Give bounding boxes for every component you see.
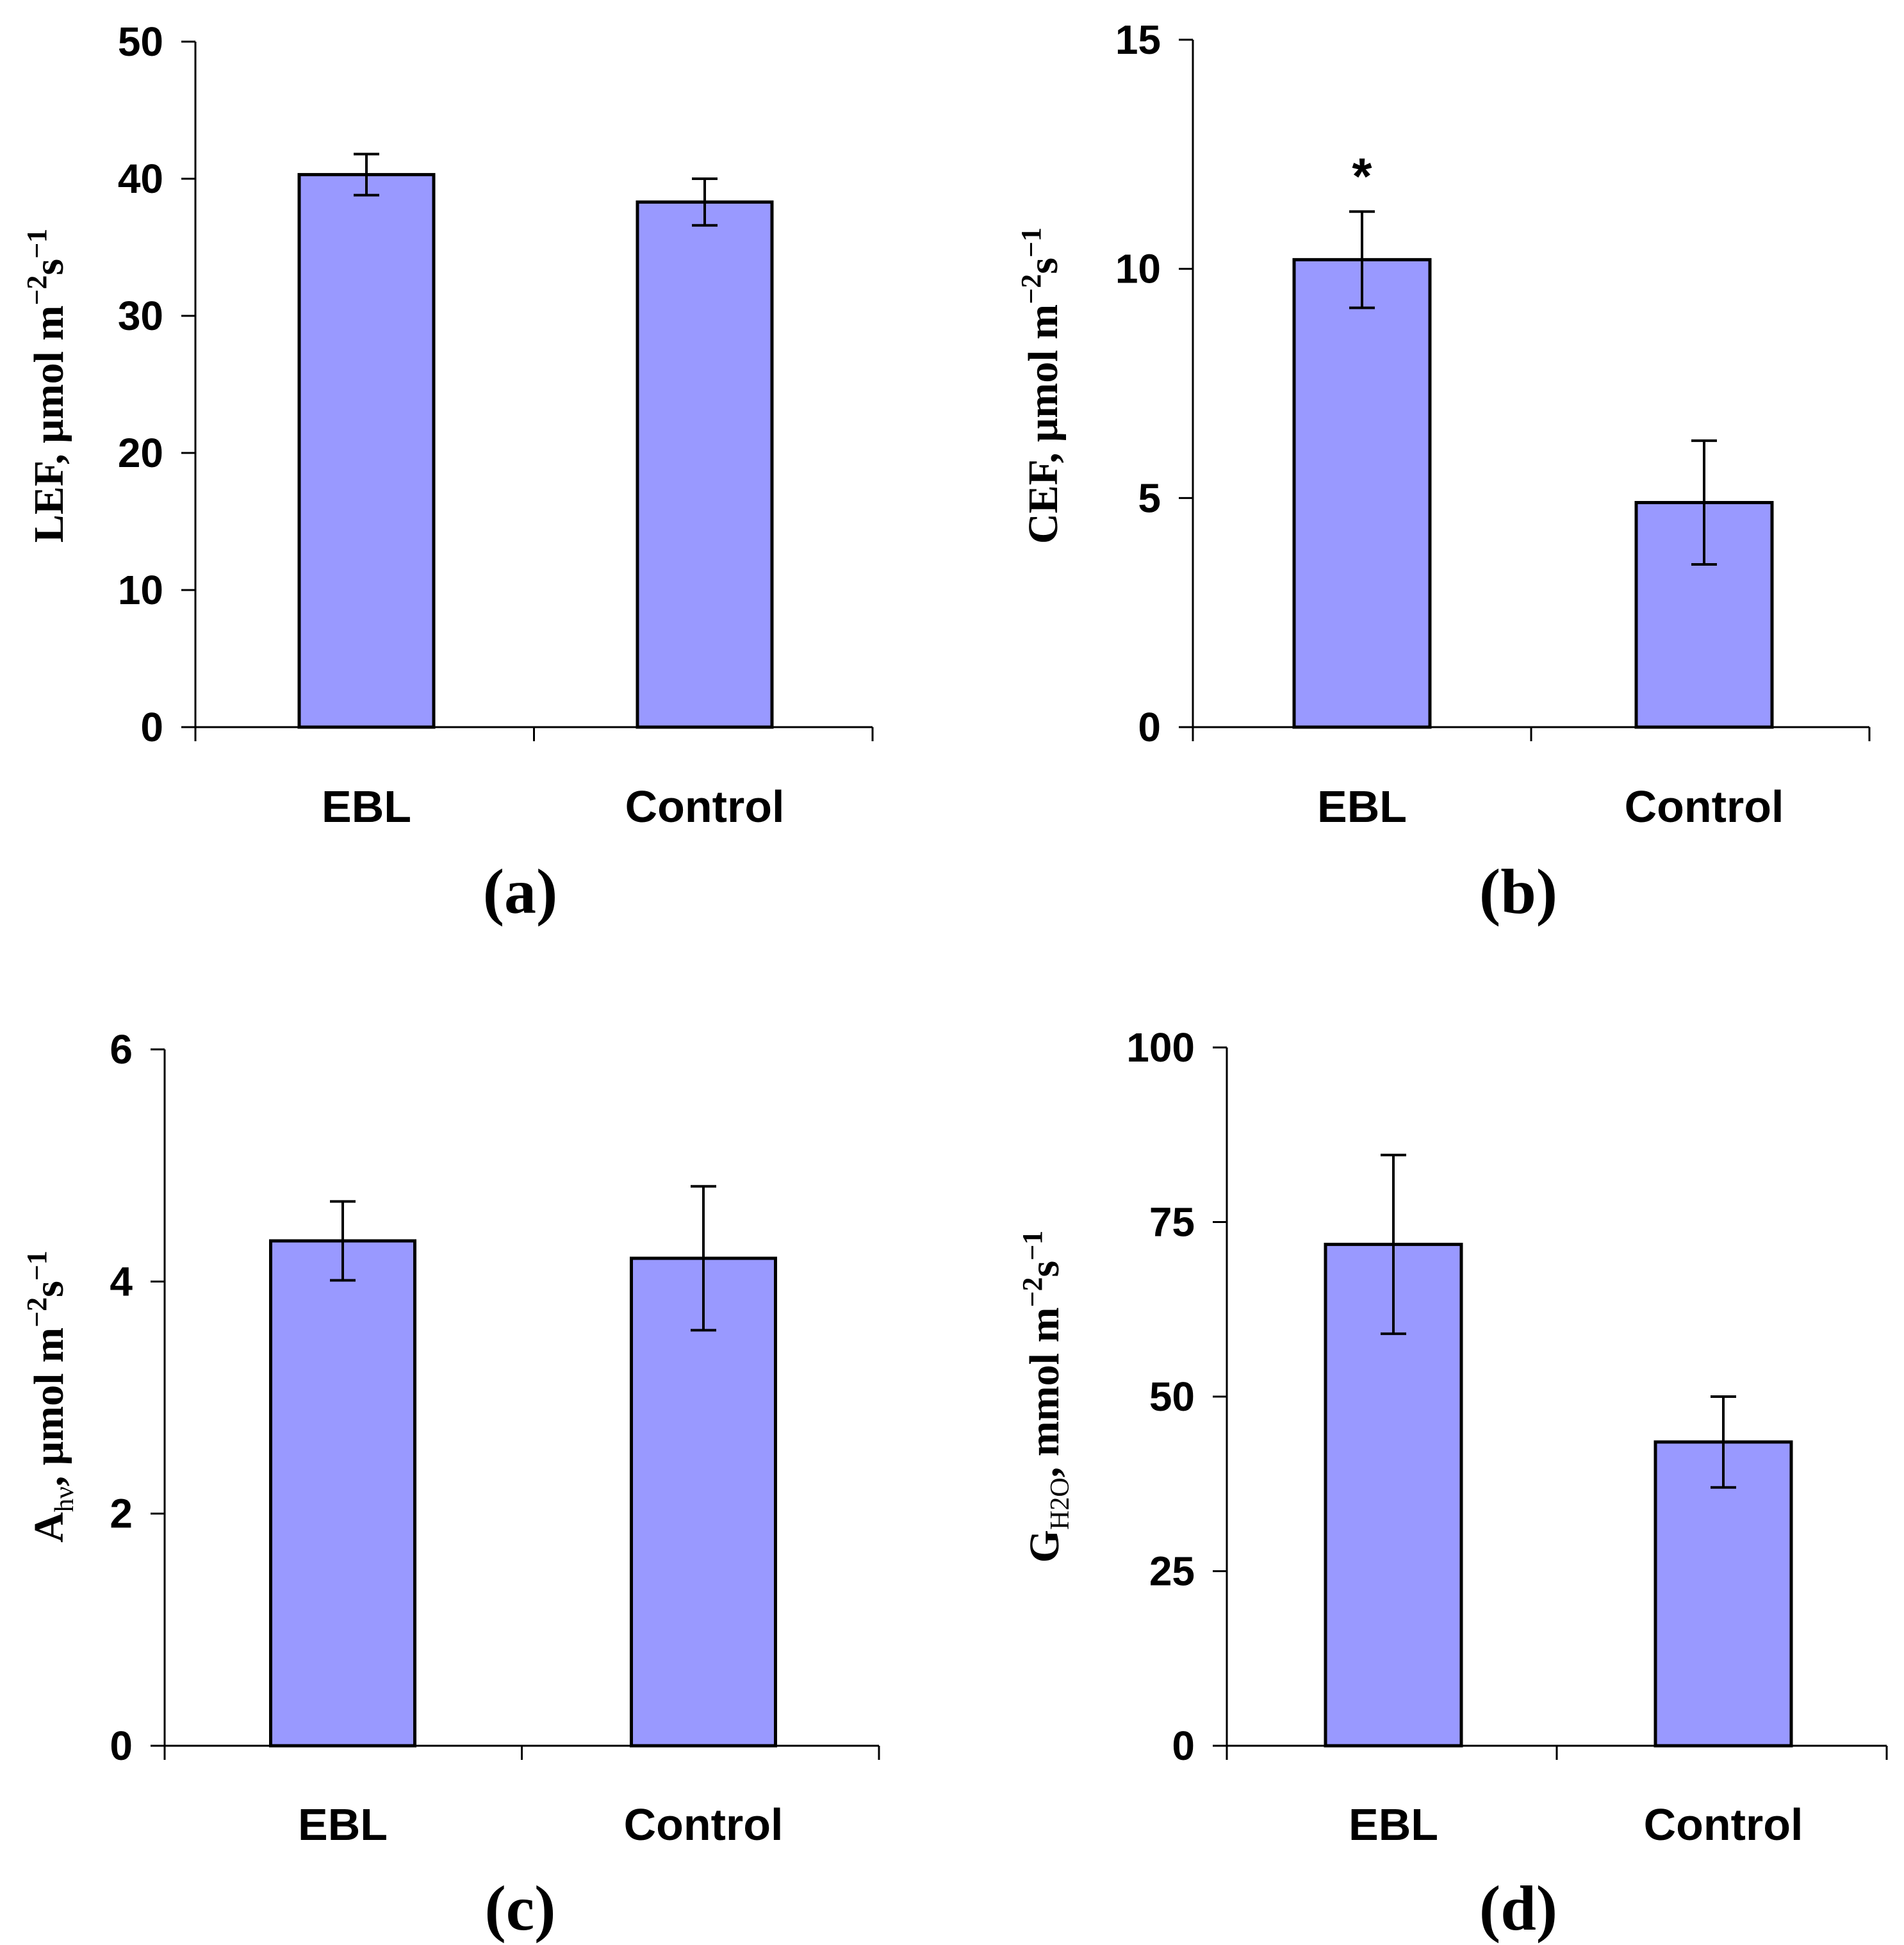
panel-a-category-label: EBL	[322, 782, 411, 832]
panel-b-y-tick-label: 5	[1138, 475, 1161, 521]
panel-c: 0 2 4 6 EBL Control Ahν, μmol m−2s−1 (c)	[21, 1026, 880, 1944]
panel-d-ylabel: GH2O, mmol m−2s−1	[1017, 1231, 1075, 1563]
panel-c-y-tick-label: 4	[110, 1258, 133, 1304]
panel-c-ylabel: Ahν, μmol m−2s−1	[21, 1251, 79, 1543]
panel-d: 0 25 50 75 100 EBL Control GH2O, mmol m−2s−1 (…	[1017, 1024, 1888, 1944]
panel-d-category-label: EBL	[1349, 1800, 1438, 1850]
panel-b: 0 5 10 15 EBL * Control CEF, μmol m−2s−1 (b)	[1015, 17, 1871, 927]
panel-d-label: (d)	[1479, 1873, 1557, 1944]
panel-b-category-label: Control	[1625, 782, 1784, 832]
panel-a-ylabel: LEF, μmol m−2s−1	[21, 229, 72, 543]
panel-b-plot: 0 5 10 15 EBL * Control	[1115, 17, 1871, 832]
panel-a-y-tick-label: 20	[118, 430, 163, 476]
panel-a-y-tick-label: 30	[118, 293, 163, 339]
panel-a-plot: 0 10 20 30 40 50 EBL Control	[118, 19, 874, 832]
panel-b-label: (b)	[1479, 856, 1557, 927]
panel-b-category-label: EBL	[1317, 782, 1407, 832]
panel-d-y-tick-label: 75	[1149, 1199, 1195, 1245]
panel-a-y-tick-label: 50	[118, 19, 163, 65]
panel-a-y-tick-label: 10	[118, 567, 163, 613]
panel-d-category-label: Control	[1644, 1800, 1803, 1850]
panel-d-plot: 0 25 50 75 100 EBL Control	[1126, 1024, 1888, 1850]
panel-b-y-tick-label: 15	[1115, 17, 1161, 63]
panel-b-y-tick-label: 0	[1138, 704, 1161, 750]
panel-d-y-tick-label: 100	[1126, 1024, 1195, 1071]
panel-d-y-tick-label: 25	[1149, 1548, 1195, 1595]
panel-d-y-tick-label: 50	[1149, 1374, 1195, 1420]
panel-c-category-label: Control	[624, 1800, 784, 1850]
panel-a-label: (a)	[483, 856, 558, 927]
panel-c-bar-ebl	[269, 1239, 416, 1748]
panel-d-y-tick-label: 0	[1172, 1723, 1195, 1769]
panel-c-y-tick-label: 2	[110, 1491, 133, 1537]
panel-b-bar-ebl	[1292, 258, 1432, 729]
panel-c-y-tick-label: 6	[110, 1026, 133, 1072]
panel-a-y-tick-label: 40	[118, 156, 163, 202]
panel-c-y-tick-label: 0	[110, 1723, 133, 1769]
panel-a-category-label: Control	[625, 782, 785, 832]
panel-c-label: (c)	[485, 1873, 556, 1944]
panel-c-bar-control	[630, 1256, 777, 1748]
panel-a-bar-ebl	[297, 173, 436, 729]
panel-a: 0 10 20 30 40 50 EBL Control LEF, μmol m−2s−1 (…	[21, 19, 874, 927]
panel-a-bar-control	[636, 200, 774, 729]
panel-b-y-tick-label: 10	[1115, 246, 1161, 292]
panel-b-ylabel: CEF, μmol m−2s−1	[1015, 227, 1067, 544]
panel-a-y-tick-label: 0	[140, 704, 163, 750]
panel-c-category-label: EBL	[298, 1800, 388, 1850]
panel-c-plot: 0 2 4 6 EBL Control	[110, 1026, 880, 1850]
panel-b-significance-marker: *	[1352, 147, 1372, 204]
